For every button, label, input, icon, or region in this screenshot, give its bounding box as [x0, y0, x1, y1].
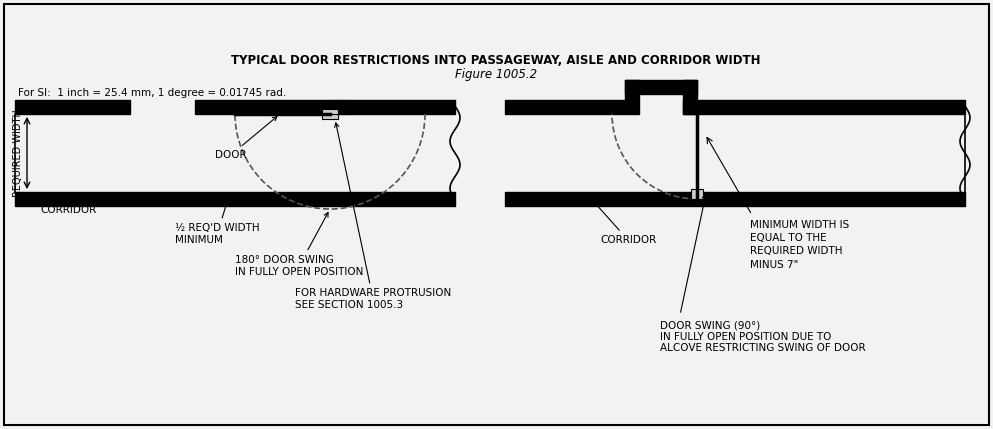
Bar [322, 109, 338, 119]
Bar [15, 192, 455, 206]
Text: TYPICAL DOOR RESTRICTIONS INTO PASSAGEWAY, AISLE AND CORRIDOR WIDTH: TYPICAL DOOR RESTRICTIONS INTO PASSAGEWA… [231, 54, 761, 67]
Text: Figure 1005.2: Figure 1005.2 [455, 68, 537, 81]
Text: For SI:  1 inch = 25.4 mm, 1 degree = 0.01745 rad.: For SI: 1 inch = 25.4 mm, 1 degree = 0.0… [18, 88, 286, 98]
Bar [195, 100, 455, 114]
Text: 7" MAX.: 7" MAX. [346, 102, 384, 112]
Text: REQUIRED WIDTH: REQUIRED WIDTH [13, 109, 23, 197]
Text: DOOR: DOOR [215, 117, 277, 160]
Bar [683, 80, 697, 114]
Text: 180° DOOR SWING
IN FULLY OPEN POSITION: 180° DOOR SWING IN FULLY OPEN POSITION [235, 212, 363, 277]
Bar [15, 100, 130, 114]
Bar [625, 80, 639, 114]
Bar [625, 80, 697, 94]
Bar [505, 100, 625, 114]
Bar [505, 192, 965, 206]
Text: FOR HARDWARE PROTRUSION
SEE SECTION 1005.3: FOR HARDWARE PROTRUSION SEE SECTION 1005… [295, 123, 451, 310]
Text: CORRIDOR: CORRIDOR [40, 196, 96, 215]
Text: ½ REQ'D WIDTH
MINIMUM: ½ REQ'D WIDTH MINIMUM [175, 196, 259, 245]
Bar [691, 189, 703, 199]
Text: DOOR SWING (90°)
IN FULLY OPEN POSITION DUE TO
ALCOVE RESTRICTING SWING OF DOOR: DOOR SWING (90°) IN FULLY OPEN POSITION … [660, 320, 866, 353]
Bar [683, 100, 965, 114]
Text: MINIMUM WIDTH IS
EQUAL TO THE
REQUIRED WIDTH
MINUS 7": MINIMUM WIDTH IS EQUAL TO THE REQUIRED W… [750, 220, 849, 269]
Text: CORRIDOR: CORRIDOR [588, 195, 656, 245]
